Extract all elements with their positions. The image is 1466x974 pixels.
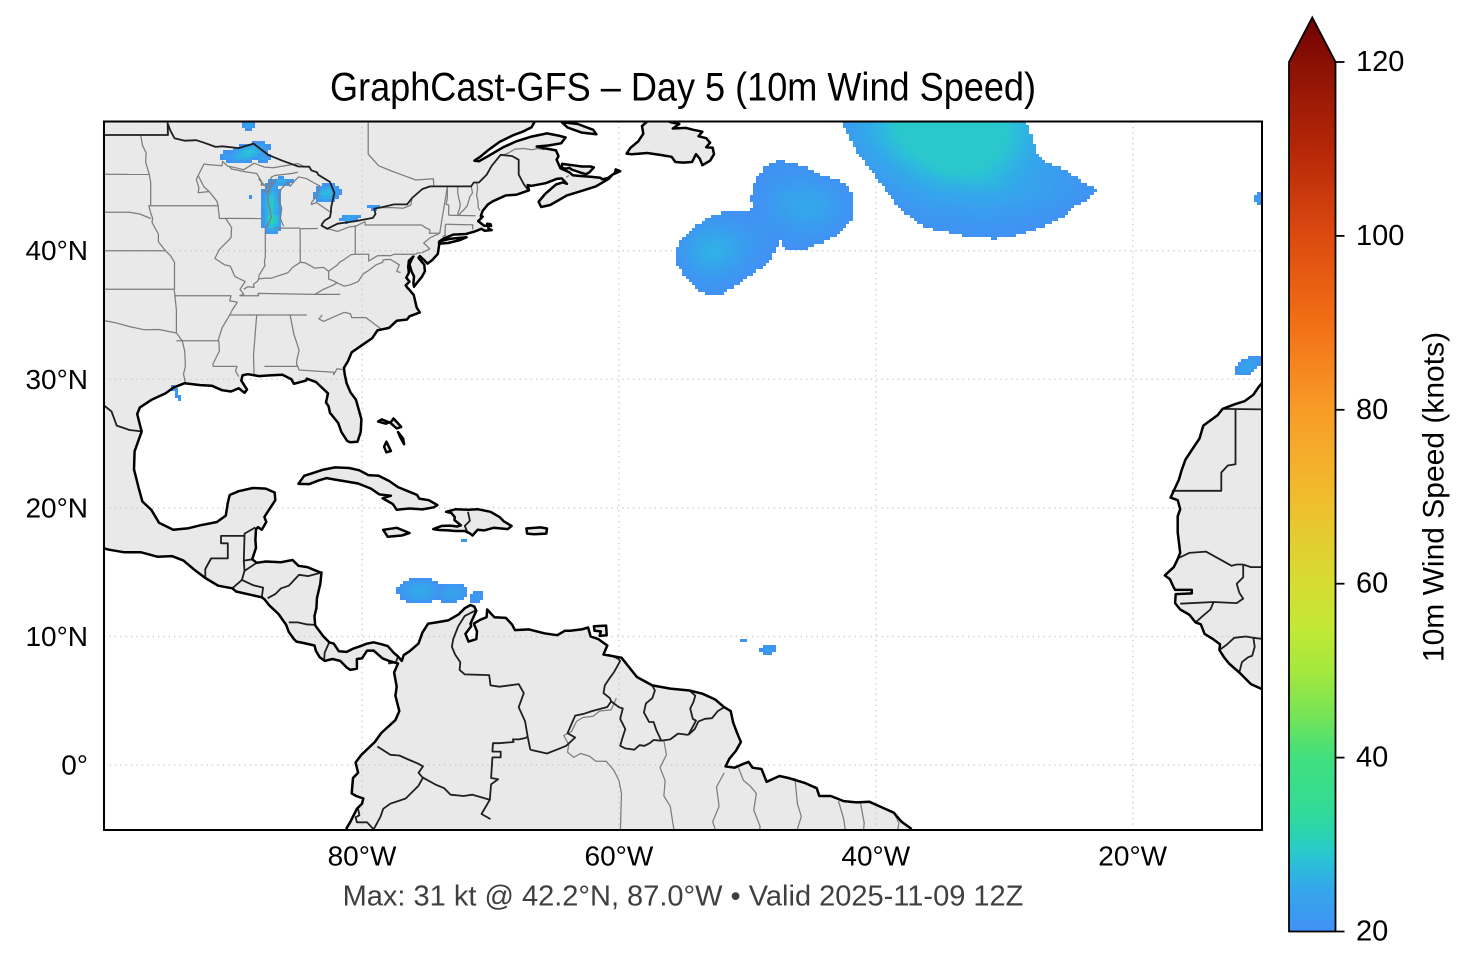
svg-text:120: 120 xyxy=(1356,46,1404,78)
svg-text:Max: 31 kt @ 42.2°N, 87.0°W •: Max: 31 kt @ 42.2°N, 87.0°W • Valid 2025… xyxy=(343,881,1024,913)
svg-text:GraphCast-GFS – Day 5 (10m Win: GraphCast-GFS – Day 5 (10m Wind Speed) xyxy=(330,66,1036,110)
svg-text:20°W: 20°W xyxy=(1098,841,1167,872)
svg-text:40°W: 40°W xyxy=(841,841,910,872)
svg-text:10°N: 10°N xyxy=(25,621,88,652)
svg-text:40: 40 xyxy=(1356,742,1388,774)
svg-text:20: 20 xyxy=(1356,916,1388,948)
svg-text:30°N: 30°N xyxy=(25,364,88,395)
svg-text:60°W: 60°W xyxy=(585,841,654,872)
svg-text:20°N: 20°N xyxy=(25,492,88,523)
svg-text:10m Wind Speed (knots): 10m Wind Speed (knots) xyxy=(1418,332,1451,662)
svg-text:80: 80 xyxy=(1356,394,1388,426)
svg-text:60: 60 xyxy=(1356,568,1388,600)
svg-text:80°W: 80°W xyxy=(328,841,397,872)
svg-text:0°: 0° xyxy=(61,750,88,781)
svg-text:40°N: 40°N xyxy=(25,235,88,266)
svg-text:100: 100 xyxy=(1356,220,1404,252)
